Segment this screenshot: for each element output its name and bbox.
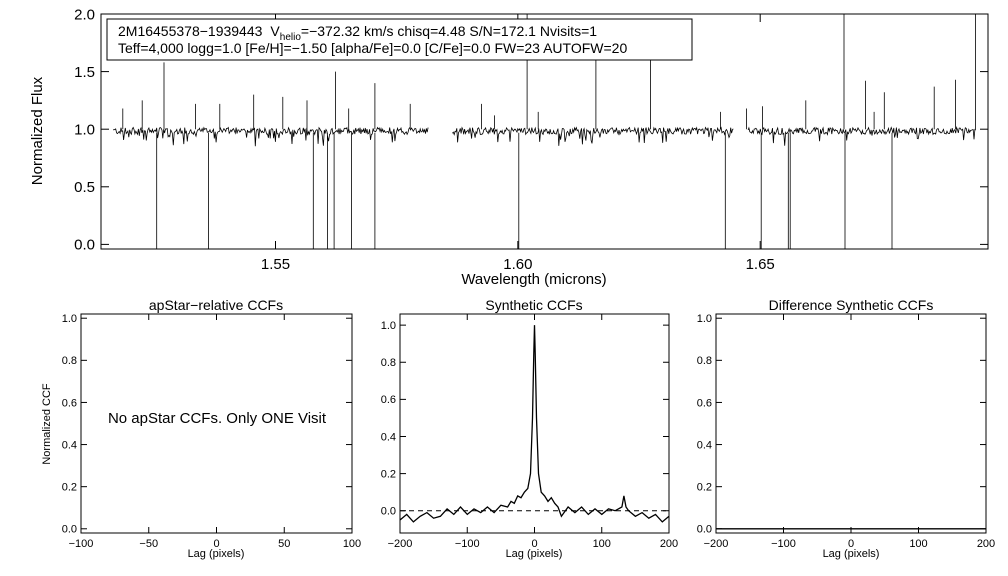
synthetic-ccf-y-tick-label: 0.6 [381, 394, 396, 406]
spectrum-info-box: 2M16455378−1939443 Vhelio=−372.32 km/s ch… [106, 18, 693, 61]
spectrum-y-tick-label: 0.5 [74, 179, 95, 196]
spectrum-axis-ticks: 1.55 1.60 1.65 0.0 0.5 1.0 1.5 2.0 [74, 6, 988, 273]
difference-ccf-axis-ticks: −200 −100 0 100 200 0.0 0.2 0.4 0.6 0.8 1.0 [697, 313, 995, 550]
spectrum-y-tick-label: 0.0 [74, 237, 95, 254]
spectrum-x-tick-label: 1.55 [261, 256, 290, 273]
apstar-ccf-y-tick-label: 0.6 [62, 397, 77, 409]
synthetic-ccf-y-tick-label: 1.0 [381, 320, 396, 332]
spectrum-y-tick-label: 2.0 [74, 6, 95, 23]
difference-ccf-y-tick-label: 0.0 [697, 524, 712, 536]
apstar-ccf-x-axis-label: Lag (pixels) [188, 548, 245, 560]
info-vhelio-symbol: V [270, 23, 280, 39]
apstar-ccf-annotation: No apStar CCFs. Only ONE Visit [108, 410, 327, 427]
synthetic-ccf-title: Synthetic CCFs [485, 297, 582, 313]
spectrum-y-tick-label: 1.5 [74, 64, 95, 81]
apstar-ccf-axis-ticks: −100 −50 0 50 100 0.0 0.2 0.4 0.6 0.8 1.0 [62, 313, 361, 550]
apstar-ccf-title: apStar−relative CCFs [149, 297, 283, 313]
apstar-ccf-y-axis-label: Normalized CCF [41, 383, 53, 465]
synthetic-ccf-x-tick-label: 200 [660, 538, 678, 550]
difference-ccf-x-tick-label: 200 [977, 538, 995, 550]
apstar-ccf-y-tick-label: 0.4 [62, 439, 77, 451]
synthetic-ccf-x-tick-label: −200 [388, 538, 413, 550]
apstar-ccf-y-tick-label: 0.8 [62, 355, 77, 367]
difference-ccf-y-tick-label: 0.6 [697, 397, 712, 409]
apstar-ccf-plot-frame [80, 313, 353, 534]
observed-spectrum-line [113, 14, 977, 249]
apstar-ccf-x-tick-label: 50 [278, 538, 290, 550]
spectrum-x-tick-label: 1.65 [746, 256, 775, 273]
synthetic-ccf-x-tick-label: −100 [455, 538, 480, 550]
spectrum-x-axis-label: Wavelength (microns) [461, 271, 606, 288]
synthetic-ccf-y-tick-label: 0.2 [381, 468, 396, 480]
spectrum-x-tick-label: 1.60 [503, 256, 532, 273]
spectrum-plot-frame [100, 13, 989, 250]
apstar-ccf-x-tick-label: −100 [69, 538, 94, 550]
difference-ccf-x-tick-label: −200 [704, 538, 729, 550]
difference-ccf-x-tick-label: 0 [848, 538, 854, 550]
synthetic-ccf-panel: Synthetic CCFs −200 −100 0 100 200 0.0 0.2 0.4 0… [381, 297, 678, 560]
info-line-1: 2M16455378−1939443 Vhelio=−372.32 km/s ch… [118, 23, 597, 43]
difference-ccf-y-tick-label: 0.4 [697, 439, 712, 451]
difference-ccf-x-axis-label: Lag (pixels) [823, 548, 880, 560]
info-vhelio-and-stats: =−372.32 km/s chisq=4.48 S/N=172.1 Nvisi… [301, 23, 597, 39]
synthetic-ccf-x-tick-label: 0 [531, 538, 537, 550]
info-star-id: 2M16455378−1939443 [118, 23, 263, 39]
synthetic-ccf-x-axis-label: Lag (pixels) [506, 548, 563, 560]
synthetic-ccf-axis-ticks: −200 −100 0 100 200 0.0 0.2 0.4 0.6 0.8 1.0 [381, 314, 678, 550]
synthetic-ccf-y-tick-label: 0.8 [381, 357, 396, 369]
difference-ccf-y-tick-label: 1.0 [697, 313, 712, 325]
apstar-ccf-x-tick-label: −50 [139, 538, 158, 550]
synthetic-ccf-plot-frame [399, 313, 670, 534]
difference-ccf-y-tick-label: 0.8 [697, 355, 712, 367]
info-vhelio-subscript: helio [280, 32, 302, 43]
apstar-ccf-panel: apStar−relative CCFs −100 −50 0 50 100 0.0 0.2… [41, 297, 361, 560]
difference-ccf-plot-frame [715, 313, 987, 534]
difference-ccf-panel: Difference Synthetic CCFs −200 −100 0 100 20… [697, 297, 995, 560]
apstar-ccf-y-tick-label: 1.0 [62, 313, 77, 325]
synthetic-ccf-y-tick-label: 0.0 [381, 506, 396, 518]
apstar-ccf-x-tick-label: 100 [343, 538, 361, 550]
difference-ccf-title: Difference Synthetic CCFs [769, 297, 934, 313]
synthetic-ccf-x-tick-label: 100 [593, 538, 611, 550]
synthetic-ccf-y-tick-label: 0.4 [381, 431, 396, 443]
info-box-frame [106, 18, 693, 61]
apstar-ccf-x-tick-label: 0 [213, 538, 219, 550]
spectrum-panel: 1.55 1.60 1.65 0.0 0.5 1.0 1.5 2.0 2M16455378−1… [29, 6, 989, 288]
spectrum-y-axis-label: Normalized Flux [29, 76, 46, 185]
difference-ccf-y-tick-label: 0.2 [697, 482, 712, 494]
apstar-ccf-y-tick-label: 0.0 [62, 524, 77, 536]
spectrum-y-tick-label: 1.0 [74, 121, 95, 138]
apstar-ccf-y-tick-label: 0.2 [62, 482, 77, 494]
difference-ccf-x-tick-label: 100 [909, 538, 927, 550]
info-line-2: Teff=4,000 logg=1.0 [Fe/H]=−1.50 [alpha/… [118, 40, 627, 56]
synthetic-ccf-line [399, 325, 670, 523]
difference-ccf-x-tick-label: −100 [771, 538, 796, 550]
